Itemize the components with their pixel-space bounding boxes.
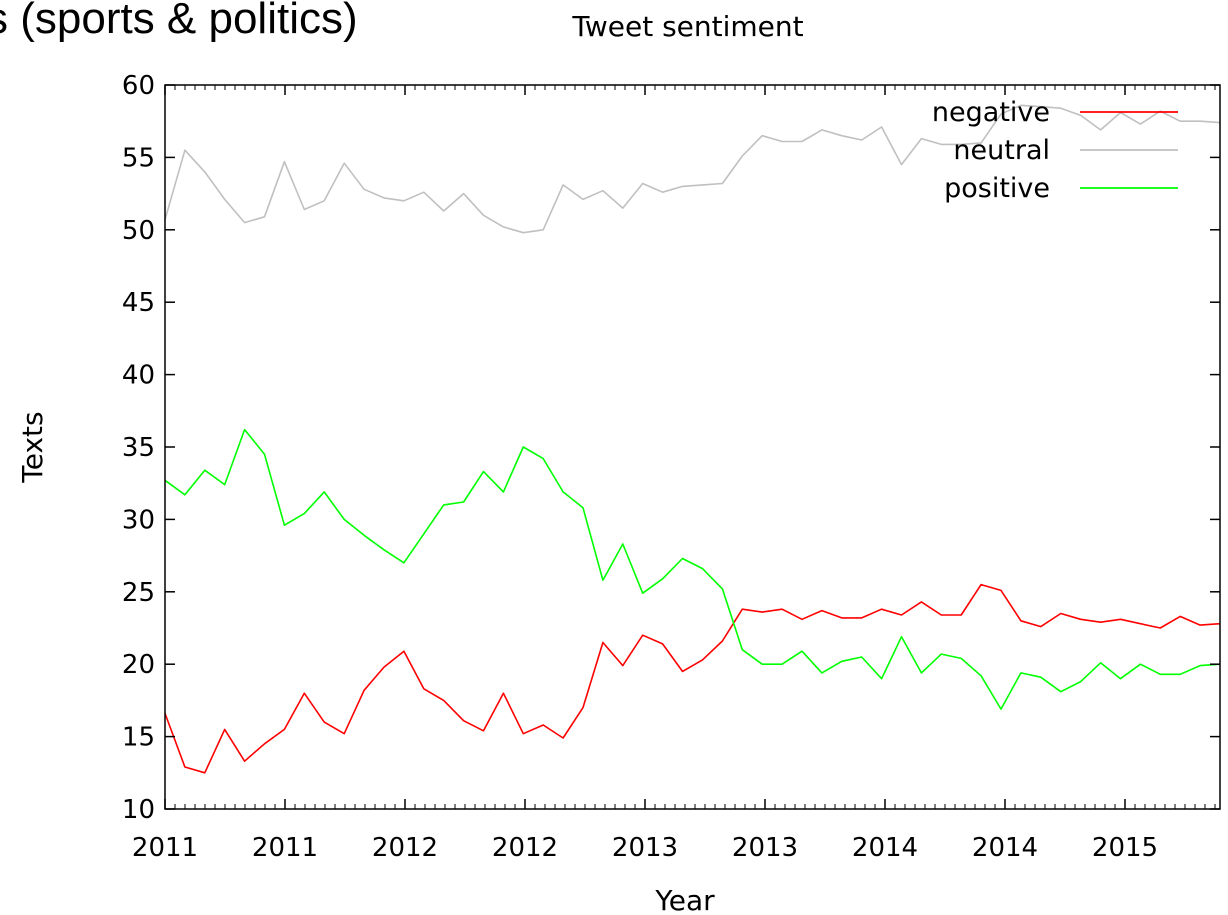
- series-line-neutral: [164, 104, 1221, 234]
- y-tick-label: 40: [122, 361, 155, 391]
- y-axis: 10 15 20 25 30 35 40 45 50 55 60: [122, 71, 1220, 825]
- x-tick-label: 2015: [1092, 833, 1158, 863]
- chart-title: Tweet sentiment: [571, 10, 803, 43]
- x-axis-label: Year: [654, 884, 715, 915]
- plot-frame: [164, 84, 1221, 810]
- y-tick-label: 20: [122, 650, 155, 680]
- y-axis-label: Texts: [16, 411, 49, 483]
- x-tick-label: 2013: [612, 833, 678, 863]
- y-tick-label: 50: [122, 216, 155, 246]
- y-tick-label: 55: [122, 143, 155, 173]
- x-tick-label: 2012: [492, 833, 558, 863]
- x-tick-label: 2012: [372, 833, 438, 863]
- slide-heading: s (sports & politics): [0, 0, 358, 43]
- y-tick-label: 45: [122, 288, 155, 318]
- y-tick-label: 30: [122, 505, 155, 535]
- y-tick-label: 35: [122, 433, 155, 463]
- x-tick-label: 2011: [132, 833, 198, 863]
- y-tick-label: 10: [122, 795, 155, 825]
- legend-label-neutral: neutral: [953, 135, 1050, 166]
- x-axis: 2011 2011 2012 2012 2013 2013 2014 2014 2015: [132, 85, 1216, 863]
- x-tick-label: 2014: [852, 833, 918, 863]
- x-tick-label: 2011: [252, 833, 318, 863]
- legend-label-positive: positive: [944, 173, 1050, 204]
- legend: negative neutral positive: [932, 97, 1178, 204]
- series-line-negative: [164, 583, 1221, 774]
- legend-label-negative: negative: [932, 97, 1050, 128]
- series-line-positive: [164, 428, 1221, 710]
- x-tick-label: 2014: [972, 833, 1038, 863]
- y-tick-label: 60: [122, 71, 155, 101]
- y-tick-label: 15: [122, 723, 155, 753]
- x-tick-label: 2013: [732, 833, 798, 863]
- y-tick-label: 25: [122, 578, 155, 608]
- plot-area: [164, 104, 1221, 774]
